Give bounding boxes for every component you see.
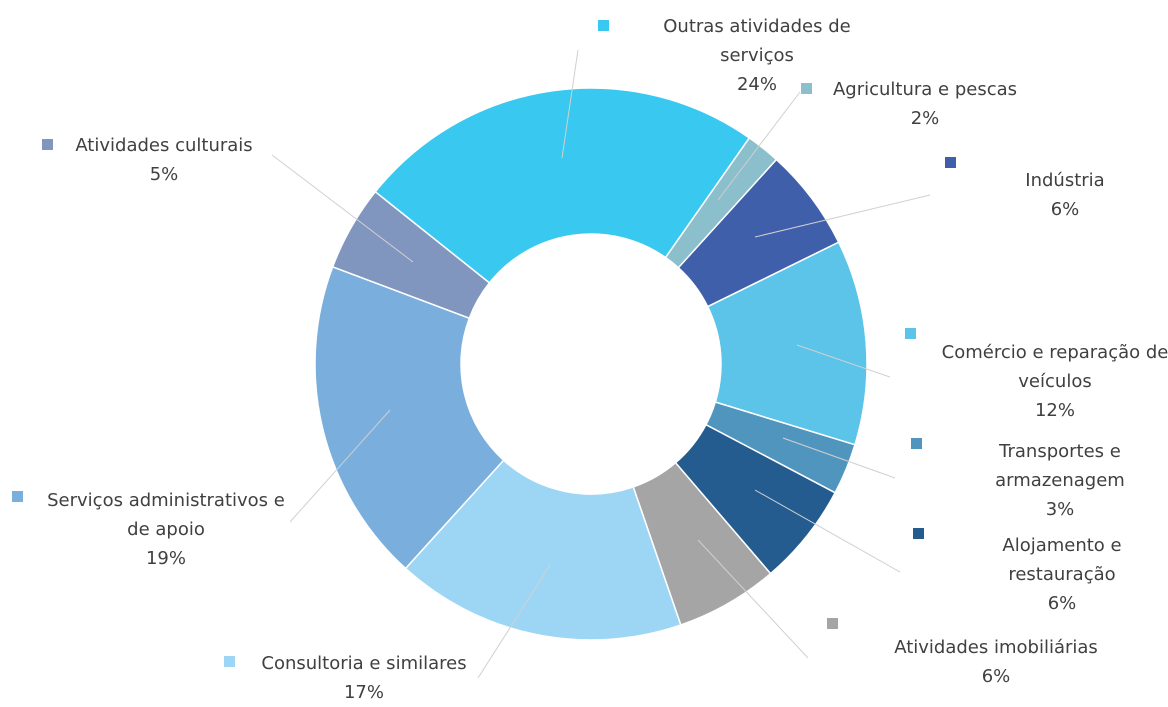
data-label: Atividades culturais 5% [54, 131, 274, 189]
data-label: Serviços administrativos e de apoio 19% [36, 486, 296, 573]
value-label: 6% [981, 666, 1011, 687]
category-label: Outras atividades de serviços [663, 16, 851, 66]
data-label: Atividades imobiliárias 6% [876, 633, 1116, 691]
donut-segment [677, 158, 840, 308]
legend-swatch [12, 491, 23, 502]
value-label: 5% [149, 164, 179, 185]
value-label: 19% [145, 548, 186, 569]
value-label: 6% [1047, 593, 1077, 614]
legend-swatch [913, 528, 924, 539]
donut-segment [674, 423, 837, 575]
data-label: Consultoria e similares 17% [234, 649, 494, 707]
leader-line [477, 564, 551, 679]
leader-line [754, 489, 901, 573]
value-label: 2% [910, 108, 940, 129]
value-label: 3% [1045, 499, 1075, 520]
value-label: 17% [343, 682, 384, 703]
category-label: Comércio e reparação de veículos [941, 342, 1168, 392]
data-label: Alojamento e restauração 6% [982, 531, 1142, 618]
leader-lines [271, 49, 931, 679]
value-label: 12% [1034, 400, 1075, 421]
category-label: Agricultura e pescas [832, 79, 1018, 100]
data-label: Transportes e armazenagem 3% [980, 437, 1140, 524]
donut-segment [704, 401, 856, 494]
data-label: Agricultura e pescas 2% [805, 75, 1045, 133]
category-label: Alojamento e restauração [1002, 535, 1122, 585]
leader-line [561, 49, 579, 159]
leader-line [717, 91, 801, 201]
donut-segment [314, 265, 505, 570]
data-label: Outras atividades de serviços 24% [642, 12, 872, 99]
data-label: Comércio e reparação de veículos 12% [940, 338, 1168, 425]
donut-segment [404, 459, 682, 641]
category-label: Indústria [1025, 170, 1105, 191]
donut-segment [374, 87, 751, 284]
leader-line [271, 154, 414, 263]
leader-line [289, 409, 391, 523]
legend-swatch [911, 438, 922, 449]
donut-segment [331, 190, 491, 320]
leader-line [796, 344, 891, 378]
leader-line [754, 194, 931, 238]
category-label: Serviços administrativos e de apoio [47, 490, 285, 540]
leader-line [697, 539, 809, 659]
legend-swatch [42, 139, 53, 150]
category-label: Atividades culturais [75, 135, 253, 156]
legend-swatch [598, 20, 609, 31]
legend-swatch [945, 157, 956, 168]
legend-swatch [224, 656, 235, 667]
category-label: Transportes e armazenagem [995, 441, 1125, 491]
value-label: 24% [736, 74, 777, 95]
data-label: Indústria 6% [995, 166, 1135, 224]
category-label: Atividades imobiliárias [894, 637, 1098, 658]
donut-segment [664, 136, 778, 269]
legend-swatch [905, 328, 916, 339]
donut-segment [706, 241, 868, 446]
leader-line [782, 437, 896, 479]
category-label: Consultoria e similares [261, 653, 467, 674]
legend-swatch [827, 618, 838, 629]
value-label: 6% [1050, 199, 1080, 220]
legend-swatch [801, 83, 812, 94]
